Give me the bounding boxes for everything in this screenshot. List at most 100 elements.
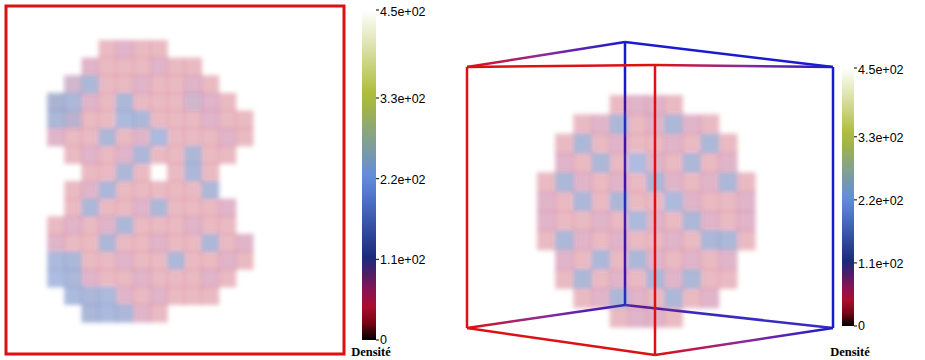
density-cell xyxy=(184,93,202,111)
density-cell xyxy=(737,211,756,231)
density-cell xyxy=(64,216,82,234)
density-cell xyxy=(610,308,629,328)
density-cell xyxy=(150,234,168,252)
density-cell xyxy=(64,111,82,129)
density-cell xyxy=(201,216,219,234)
density-cell xyxy=(184,252,202,270)
density-cell xyxy=(664,288,683,308)
density-cell xyxy=(201,287,219,305)
density-cell xyxy=(573,114,592,134)
colorbar xyxy=(362,10,376,340)
density-cell xyxy=(81,58,99,76)
density-cell xyxy=(592,269,611,289)
density-cell xyxy=(219,128,237,146)
density-cell xyxy=(64,234,82,252)
density-cell xyxy=(99,163,117,181)
density-cell xyxy=(150,216,168,234)
density-cell xyxy=(719,230,738,250)
colorbar-tick xyxy=(854,68,857,69)
density-cell xyxy=(81,128,99,146)
density-cell xyxy=(573,153,592,173)
density-cell xyxy=(701,288,720,308)
density-cell xyxy=(167,287,185,305)
density-cell xyxy=(628,211,647,231)
density-cell xyxy=(167,252,185,270)
density-cell xyxy=(610,211,629,231)
density-cell xyxy=(99,75,117,93)
density-cell xyxy=(150,269,168,287)
cube-edge xyxy=(467,65,655,67)
density-cell xyxy=(116,181,134,199)
density-cell xyxy=(64,75,82,93)
density-cell xyxy=(555,192,574,212)
density-cell xyxy=(610,134,629,154)
density-cell xyxy=(573,192,592,212)
density-cell xyxy=(81,304,99,322)
density-cell xyxy=(236,111,254,129)
density-cell xyxy=(592,211,611,231)
density-cell xyxy=(64,181,82,199)
density-cell xyxy=(701,114,720,134)
cube-edge xyxy=(467,305,625,328)
density-cell xyxy=(81,146,99,164)
density-cell xyxy=(201,234,219,252)
density-cell xyxy=(99,93,117,111)
density-cell xyxy=(47,128,65,146)
density-cell xyxy=(555,269,574,289)
density-cell xyxy=(99,58,117,76)
density-cell xyxy=(219,199,237,217)
panel: 01.1e+022.2e+023.3e+024.5e+02Densité xyxy=(467,42,904,359)
colorbar-label: 3.3e+02 xyxy=(380,92,426,106)
density-cell xyxy=(47,234,65,252)
density-cell xyxy=(116,304,134,322)
density-cell xyxy=(133,252,151,270)
density-cell xyxy=(167,199,185,217)
density-cell xyxy=(81,163,99,181)
density-cell xyxy=(133,58,151,76)
density-cell xyxy=(236,252,254,270)
density-cell xyxy=(701,134,720,154)
density-cell xyxy=(737,172,756,192)
density-cell xyxy=(150,93,168,111)
density-cell xyxy=(610,114,629,134)
density-cell xyxy=(150,287,168,305)
density-cell xyxy=(537,211,556,231)
density-cell xyxy=(682,172,701,192)
density-cell xyxy=(81,252,99,270)
density-cell xyxy=(701,211,720,231)
density-cell xyxy=(116,40,134,58)
density-cell xyxy=(719,153,738,173)
density-cell xyxy=(81,181,99,199)
colorbar-label: 1.1e+02 xyxy=(380,253,426,267)
density-cell xyxy=(167,216,185,234)
density-cell xyxy=(133,111,151,129)
density-cell xyxy=(133,269,151,287)
cube-edge xyxy=(466,67,469,328)
density-cell xyxy=(719,192,738,212)
density-cell xyxy=(701,230,720,250)
density-cell xyxy=(133,234,151,252)
density-cell xyxy=(682,114,701,134)
density-cell xyxy=(64,252,82,270)
density-cell xyxy=(99,269,117,287)
colorbar-label: 2.2e+02 xyxy=(858,194,904,208)
density-cell xyxy=(167,181,185,199)
density-cell xyxy=(664,211,683,231)
density-cell xyxy=(47,269,65,287)
density-cell xyxy=(682,230,701,250)
density-cell xyxy=(150,58,168,76)
density-cell xyxy=(573,250,592,270)
density-cell xyxy=(219,234,237,252)
density-cell xyxy=(592,192,611,212)
colorbar-label: 4.5e+02 xyxy=(380,5,426,19)
colorbar-label: 2.2e+02 xyxy=(380,173,426,187)
density-cell xyxy=(719,250,738,270)
density-cell xyxy=(555,250,574,270)
density-cell xyxy=(555,153,574,173)
density-cell xyxy=(167,75,185,93)
density-cell xyxy=(682,250,701,270)
colorbar-tick xyxy=(376,340,379,341)
density-cell xyxy=(737,230,756,250)
colorbar-tick xyxy=(376,98,379,99)
density-cell xyxy=(64,93,82,111)
